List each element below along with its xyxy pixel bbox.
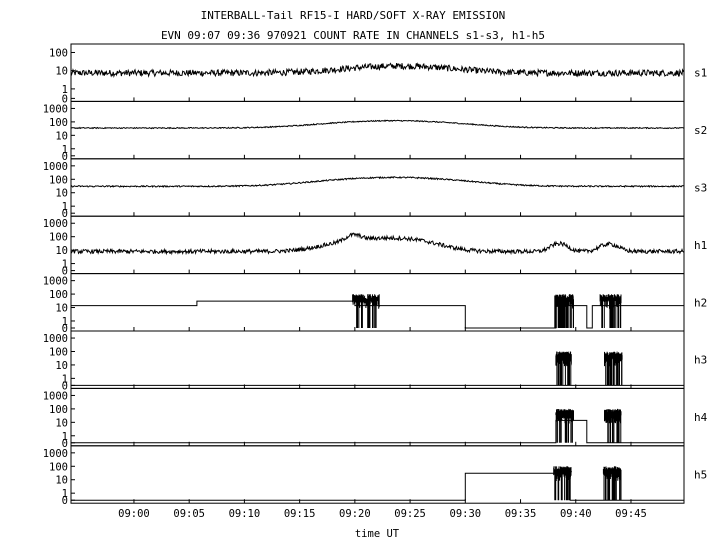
panel-label-s3: s3 [694, 182, 707, 195]
x-tick-label: 09:20 [339, 508, 371, 520]
series-line-s1 [70, 62, 685, 78]
panel-label-h1: h1 [694, 239, 707, 252]
series-line-s2 [70, 119, 685, 130]
y-tick-label: 10 [55, 245, 68, 257]
y-tick-label: 1 [62, 144, 68, 156]
y-tick-label: 1 [62, 84, 68, 96]
x-tick-label: 09:25 [394, 508, 426, 520]
series-line-h4 [71, 419, 684, 444]
y-tick-label: 100 [49, 117, 68, 129]
x-tick-label: 09:00 [118, 508, 150, 520]
panel-label-h4: h4 [694, 411, 708, 424]
panel-frame [70, 445, 685, 504]
y-tick-label: 10 [55, 475, 68, 487]
series-line-s3 [71, 175, 685, 188]
y-tick-label: 0 [62, 266, 68, 278]
burst-h5 [602, 466, 622, 501]
y-tick-label: 100 [49, 346, 68, 358]
y-tick-label: 0 [62, 438, 68, 450]
y-tick-label: 10 [55, 66, 68, 78]
y-tick-label: 1 [62, 316, 68, 328]
panel-frame [70, 330, 685, 389]
burst-h2 [352, 294, 380, 328]
chart-title: INTERBALL-Tail RF15-I HARD/SOFT X-RAY EM… [201, 9, 506, 22]
y-tick-label: 1000 [43, 218, 68, 230]
y-tick-label: 1 [62, 488, 68, 500]
y-tick-label: 1000 [43, 103, 68, 115]
y-tick-label: 0 [62, 93, 68, 105]
y-tick-label: 100 [49, 289, 68, 301]
panel-frame [70, 158, 685, 217]
burst-h4 [604, 408, 622, 443]
y-tick-label: 10 [55, 417, 68, 429]
panel-label-h3: h3 [694, 354, 707, 367]
y-tick-label: 0 [62, 323, 68, 335]
y-tick-label: 1 [62, 201, 68, 213]
x-tick-label: 09:30 [450, 508, 482, 520]
burst-h2 [554, 294, 574, 328]
y-tick-label: 100 [49, 47, 68, 59]
burst-h3 [604, 351, 623, 386]
y-tick-label: 0 [62, 380, 68, 392]
panel-label-h5: h5 [694, 469, 707, 482]
y-tick-label: 1000 [43, 161, 68, 173]
series-line-h1 [70, 232, 685, 256]
x-axis-label: time UT [355, 528, 400, 540]
y-tick-label: 1 [62, 259, 68, 271]
burst-h4 [555, 408, 574, 443]
x-tick-label: 09:35 [505, 508, 537, 520]
y-tick-label: 100 [49, 404, 68, 416]
burst-h2 [599, 294, 622, 328]
chart-subtitle: EVN 09:07 09:36 970921 COUNT RATE IN CHA… [161, 29, 545, 42]
y-tick-label: 10 [55, 360, 68, 372]
x-tick-label: 09:40 [560, 508, 592, 520]
y-tick-label: 1000 [43, 276, 68, 288]
x-axis: 09:00 09:05 09:10 09:15 09:20 09:25 09:30 09:35… [118, 508, 647, 520]
y-tick-label: 10 [55, 188, 68, 200]
y-tick-label: 100 [49, 461, 68, 473]
panel-s1: 100 10 10 s1 [49, 43, 707, 105]
panel-label-h2: h2 [694, 296, 707, 309]
series-line-h2 [71, 300, 684, 329]
y-tick-label: 10 [55, 130, 68, 142]
y-tick-label: 100 [49, 174, 68, 186]
x-tick-label: 09:05 [173, 508, 205, 520]
y-tick-label: 10 [55, 303, 68, 315]
panel-frame [70, 215, 685, 275]
burst-h5 [553, 466, 572, 501]
x-tick-label: 09:10 [229, 508, 261, 520]
x-tick-label: 09:45 [615, 508, 647, 520]
y-tick-label: 0 [62, 151, 68, 163]
panel-label-s2: s2 [694, 124, 707, 137]
y-tick-label: 100 [49, 232, 68, 244]
y-tick-label: 1 [62, 431, 68, 443]
y-tick-label: 0 [62, 208, 68, 220]
burst-h3 [555, 351, 572, 386]
y-tick-label: 1000 [43, 390, 68, 402]
y-tick-label: 1 [62, 373, 68, 385]
y-tick-label: 1000 [43, 333, 68, 345]
x-tick-label: 09:15 [284, 508, 316, 520]
panel-frame [70, 387, 685, 447]
panels-group: 1001010s110001001010s210001001010s310001… [43, 43, 708, 507]
series-line-h5 [71, 472, 684, 501]
y-tick-label: 0 [62, 495, 68, 507]
panel-label-s1: s1 [694, 67, 707, 80]
y-tick-label: 1000 [43, 448, 68, 460]
panel-frame [70, 100, 685, 160]
